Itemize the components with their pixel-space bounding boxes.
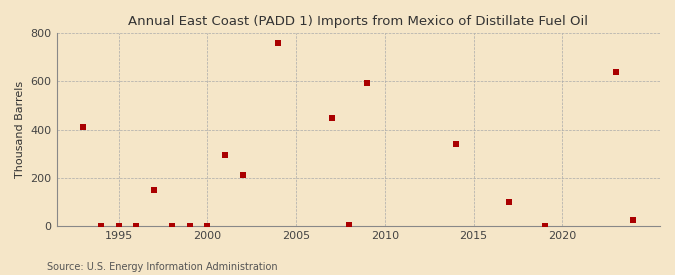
Point <box>202 224 213 228</box>
Point <box>539 224 550 228</box>
Text: Source: U.S. Energy Information Administration: Source: U.S. Energy Information Administ… <box>47 262 278 272</box>
Point <box>220 153 231 157</box>
Point <box>326 116 337 120</box>
Point <box>344 222 355 227</box>
Point <box>167 224 178 228</box>
Point <box>148 188 159 192</box>
Title: Annual East Coast (PADD 1) Imports from Mexico of Distillate Fuel Oil: Annual East Coast (PADD 1) Imports from … <box>128 15 589 28</box>
Point <box>238 173 248 178</box>
Point <box>450 142 461 146</box>
Point <box>96 224 107 228</box>
Point <box>610 70 621 74</box>
Y-axis label: Thousand Barrels: Thousand Barrels <box>15 81 25 178</box>
Point <box>362 81 373 85</box>
Point <box>273 41 284 45</box>
Point <box>113 224 124 228</box>
Point <box>78 125 88 130</box>
Point <box>504 200 514 204</box>
Point <box>628 218 639 222</box>
Point <box>131 224 142 228</box>
Point <box>184 224 195 228</box>
